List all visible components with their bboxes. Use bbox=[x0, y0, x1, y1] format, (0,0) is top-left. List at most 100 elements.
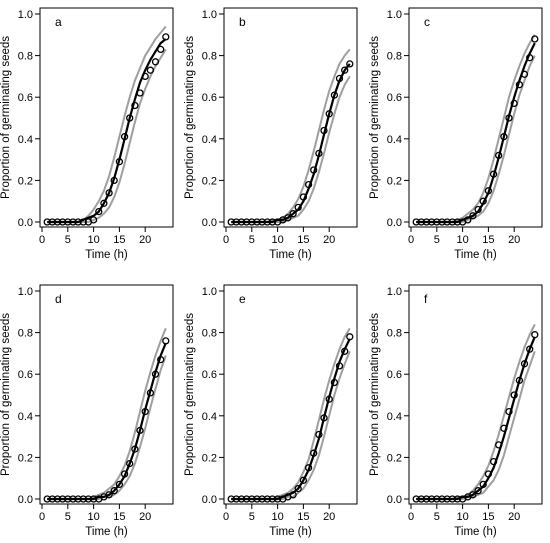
x-tick-label: 0 bbox=[408, 511, 414, 523]
fitted-line bbox=[416, 336, 536, 501]
y-tick-label: 0.2 bbox=[387, 452, 402, 464]
chart-panel-e: e 0.0 0.2 0.4 0.6 0.8 1.0 0 5 10 15 20 Time (h) Propo… bbox=[184, 284, 358, 538]
x-tick-label: 5 bbox=[434, 511, 440, 523]
data-point bbox=[48, 218, 56, 226]
data-point bbox=[495, 151, 503, 160]
data-point bbox=[79, 218, 87, 226]
x-tick-label: 15 bbox=[482, 234, 494, 246]
data-point bbox=[120, 133, 129, 141]
data-point bbox=[341, 347, 349, 355]
data-point bbox=[304, 180, 313, 189]
data-point bbox=[64, 218, 72, 226]
fitted-line bbox=[231, 63, 351, 224]
data-point bbox=[74, 218, 82, 226]
upper-bound-line bbox=[231, 327, 351, 500]
y-tick-label: 0.0 bbox=[387, 217, 402, 229]
data-point bbox=[141, 72, 149, 81]
data-point bbox=[515, 376, 524, 385]
data-point bbox=[294, 203, 302, 212]
data-point bbox=[438, 218, 446, 226]
data-point bbox=[58, 495, 67, 503]
y-tick-label: 0.4 bbox=[202, 134, 217, 146]
data-point bbox=[438, 495, 446, 503]
data-point bbox=[232, 218, 240, 226]
x-tick-label: 10 bbox=[87, 234, 99, 246]
y-axis-label: Proportion of germinating seeds bbox=[0, 313, 12, 476]
data-point bbox=[115, 480, 124, 489]
data-point bbox=[310, 166, 318, 174]
chart-panel-c: c 0.0 0.2 0.4 0.6 0.8 1.0 0 5 10 15 20 Time (h) Propo… bbox=[369, 7, 543, 261]
x-tick-label: 10 bbox=[87, 511, 99, 523]
x-tick-label: 5 bbox=[65, 234, 71, 246]
x-tick-label: 5 bbox=[249, 234, 255, 246]
panel-label: c bbox=[424, 15, 430, 29]
data-point bbox=[335, 362, 344, 370]
y-axis-label: Proportion of germinating seeds bbox=[184, 36, 196, 199]
data-point bbox=[110, 487, 118, 495]
data-point bbox=[427, 218, 436, 226]
y-tick-label: 0.6 bbox=[202, 92, 217, 104]
data-point bbox=[515, 81, 524, 89]
data-point bbox=[422, 218, 431, 226]
data-point bbox=[248, 495, 256, 503]
data-point bbox=[162, 337, 170, 345]
y-tick-label: 0.0 bbox=[18, 494, 33, 506]
data-point bbox=[479, 480, 487, 489]
plot-frame bbox=[39, 284, 174, 505]
data-point bbox=[69, 218, 77, 226]
data-point bbox=[443, 218, 451, 226]
panel-label: b bbox=[239, 15, 246, 29]
chart-panel-d: d 0.0 0.2 0.4 0.6 0.8 1.0 0 5 10 15 20 Time (h) Propo… bbox=[0, 284, 174, 538]
panel-label: d bbox=[55, 292, 62, 306]
y-tick-label: 0.0 bbox=[387, 494, 402, 506]
y-tick-label: 0.4 bbox=[387, 411, 402, 423]
x-tick-label: 0 bbox=[223, 511, 229, 523]
data-point bbox=[157, 45, 165, 54]
fitted-line bbox=[47, 38, 167, 224]
data-point bbox=[237, 495, 246, 503]
upper-bound-line bbox=[231, 48, 351, 223]
x-axis-label: Time (h) bbox=[85, 249, 128, 261]
y-tick-label: 0.2 bbox=[387, 175, 402, 187]
panel-label: f bbox=[424, 292, 428, 306]
data-point bbox=[95, 207, 103, 216]
data-point bbox=[330, 378, 339, 387]
data-point bbox=[131, 101, 139, 110]
x-tick-label: 20 bbox=[508, 511, 520, 523]
y-tick-label: 0.4 bbox=[18, 411, 33, 423]
y-tick-label: 1.0 bbox=[18, 9, 33, 21]
data-point bbox=[520, 360, 529, 368]
lower-bound-line bbox=[416, 55, 536, 223]
data-point bbox=[433, 495, 441, 503]
data-point bbox=[151, 58, 160, 66]
data-point bbox=[500, 424, 508, 432]
data-point bbox=[258, 495, 266, 503]
data-point bbox=[479, 197, 487, 205]
data-point bbox=[151, 370, 160, 378]
data-point bbox=[474, 487, 482, 495]
data-point bbox=[126, 459, 134, 468]
x-tick-label: 10 bbox=[271, 234, 283, 246]
data-point bbox=[346, 333, 354, 341]
plot-frame bbox=[408, 284, 543, 505]
data-point bbox=[105, 491, 113, 499]
x-tick-label: 15 bbox=[113, 234, 125, 246]
data-point bbox=[268, 218, 277, 226]
data-point bbox=[346, 60, 354, 68]
y-tick-label: 0.2 bbox=[18, 175, 33, 187]
x-tick-label: 15 bbox=[297, 234, 309, 246]
data-point bbox=[126, 114, 134, 122]
data-point bbox=[484, 470, 493, 478]
x-tick-label: 5 bbox=[434, 234, 440, 246]
data-point bbox=[335, 74, 344, 83]
chart-panel-f: f 0.0 0.2 0.4 0.6 0.8 1.0 0 5 10 15 20 Time (h) Propo… bbox=[369, 284, 543, 538]
plot-frame bbox=[223, 7, 358, 228]
data-point bbox=[53, 495, 62, 503]
lower-bound-line bbox=[231, 75, 351, 223]
data-point bbox=[141, 407, 149, 416]
data-point bbox=[422, 495, 431, 503]
y-axis-label: Proportion of germinating seeds bbox=[184, 313, 196, 476]
x-axis-label: Time (h) bbox=[269, 249, 312, 261]
data-point bbox=[500, 133, 508, 141]
x-tick-label: 20 bbox=[508, 234, 520, 246]
